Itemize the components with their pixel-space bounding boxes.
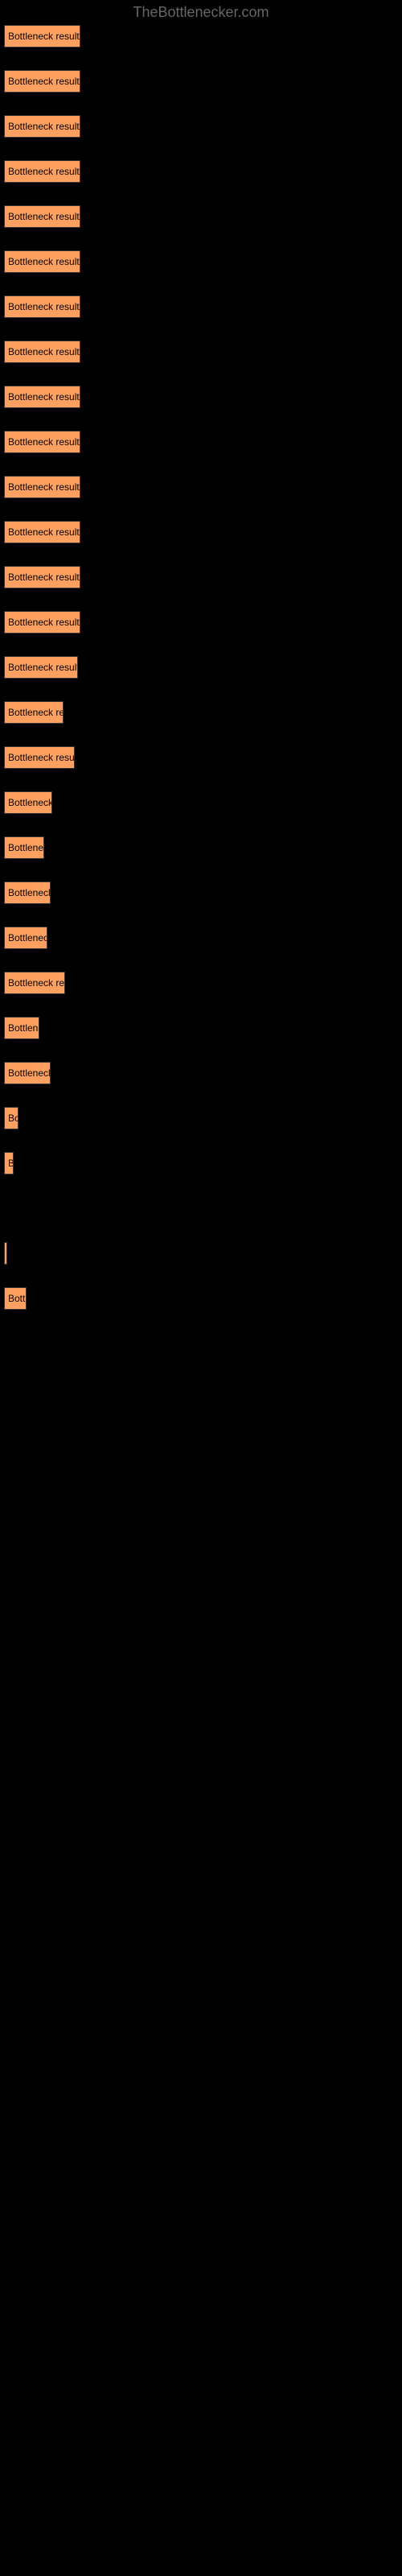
chart-bar: Bottleneck result [4, 70, 80, 93]
bar-row: Bottleneck [4, 881, 398, 904]
chart-bar: Bottleneck result [4, 295, 80, 318]
chart-bar: Bo [4, 1107, 18, 1129]
bar-label: Bottleneck result [8, 617, 80, 628]
bar-label: Bott [8, 1293, 25, 1304]
bar-label: Bottleneck result [8, 256, 80, 267]
bar-label: Bottleneck result [8, 526, 80, 538]
bar-row: Bottleneck [4, 1062, 398, 1084]
bar-label: Bottleneck result [8, 301, 80, 312]
bar-row [4, 1242, 398, 1265]
bar-label: Bottlen [8, 1022, 38, 1034]
chart-bar: Bottleneck result [4, 431, 80, 453]
bar-row: Bottleneck result [4, 295, 398, 318]
bar-label: B [8, 1158, 14, 1169]
site-header: TheBottlenecker.com [0, 0, 402, 25]
bar-row: Bottleneck resu [4, 746, 398, 769]
chart-bar: B [4, 1152, 14, 1174]
bar-row: Bottlen [4, 1017, 398, 1039]
bar-label: Bottleneck result [8, 76, 80, 87]
bar-label: Bottleneck result [8, 391, 80, 402]
bar-label: Bottleneck result [8, 436, 80, 448]
chart-bar: Bottleneck re [4, 701, 64, 724]
bar-chart: Bottleneck result Bottleneck result Bottle… [0, 25, 402, 1310]
bar-row: Bo [4, 1107, 398, 1129]
chart-bar: Bottleneck resu [4, 746, 75, 769]
bar-row [4, 1197, 398, 1220]
bar-label: Bottleneck result [8, 481, 80, 493]
bar-row: Bottleneck result [4, 656, 398, 679]
bar-row: Bottleneck result [4, 205, 398, 228]
chart-bar: Bottleneck result [4, 115, 80, 138]
bar-row: Bottleneck [4, 791, 398, 814]
chart-bar: Bottleneck [4, 1062, 51, 1084]
bar-label: Bottleneck [8, 797, 52, 808]
bar-label: Bottleneck resu [8, 752, 75, 763]
bar-label: Bottleneck [8, 1067, 51, 1079]
bar-row: Bottleneck result [4, 160, 398, 183]
chart-bar: Bottleneck result [4, 341, 80, 363]
bar-row: Bottleneck result [4, 566, 398, 588]
bar-label: Bottleneck result [8, 166, 80, 177]
chart-bar: Bottleneck result [4, 566, 80, 588]
bar-row: Bottleneck result [4, 70, 398, 93]
chart-bar: Bottleneck result [4, 521, 80, 543]
bar-row: B [4, 1152, 398, 1174]
chart-bar: Bottleneck result [4, 386, 80, 408]
bar-row: Bottleneck result [4, 431, 398, 453]
chart-bar: Bottleneck result [4, 656, 78, 679]
bar-row: Bottleneck result [4, 115, 398, 138]
bar-label: Bottlenec [8, 932, 47, 943]
bar-row: Bottleneck re [4, 972, 398, 994]
chart-bar: Bottleneck result [4, 476, 80, 498]
bar-label: Bottleneck result [8, 572, 80, 583]
bar-row: Bott [4, 1287, 398, 1310]
bar-row: Bottlenec [4, 927, 398, 949]
bar-label: Bottleneck result [8, 662, 78, 673]
bar-label: Bottleneck re [8, 977, 64, 989]
bar-row: Bottleneck result [4, 341, 398, 363]
chart-bar: Bottleneck result [4, 25, 80, 47]
bar-row: Bottleneck result [4, 476, 398, 498]
chart-bar: Bottlen [4, 1017, 39, 1039]
chart-bar: Bottleneck result [4, 611, 80, 634]
bar-row: Bottleneck result [4, 611, 398, 634]
chart-bar: Bottleneck re [4, 972, 65, 994]
chart-bar: Bottleneck result [4, 160, 80, 183]
bar-row: Bottleneck re [4, 701, 398, 724]
bar-row: Bottleneck result [4, 386, 398, 408]
bar-row: Bottleneck result [4, 521, 398, 543]
bar-label: Bo [8, 1113, 18, 1124]
chart-bar: Bottlenec [4, 927, 47, 949]
bar-label: Bottleneck result [8, 346, 80, 357]
bar-row: Bottleneck result [4, 25, 398, 47]
bar-label: Bottleneck result [8, 121, 80, 132]
chart-bar: Bottleneck [4, 791, 52, 814]
bar-label: Bottleneck result [8, 211, 80, 222]
bar-row: Bottleneck result [4, 250, 398, 273]
chart-bar: Bottleneck [4, 881, 51, 904]
bar-label: Bottleneck [8, 887, 51, 898]
bar-label: Bottleneck re [8, 707, 64, 718]
bar-label: Bottlene [8, 842, 43, 853]
chart-bar: Bott [4, 1287, 27, 1310]
bar-row: Bottlene [4, 836, 398, 859]
site-name: TheBottlenecker.com [133, 4, 269, 20]
chart-bar: Bottleneck result [4, 205, 80, 228]
chart-bar: Bottleneck result [4, 250, 80, 273]
bar-label: Bottleneck result [8, 31, 80, 42]
chart-bar: Bottlene [4, 836, 44, 859]
chart-bar [4, 1242, 7, 1265]
